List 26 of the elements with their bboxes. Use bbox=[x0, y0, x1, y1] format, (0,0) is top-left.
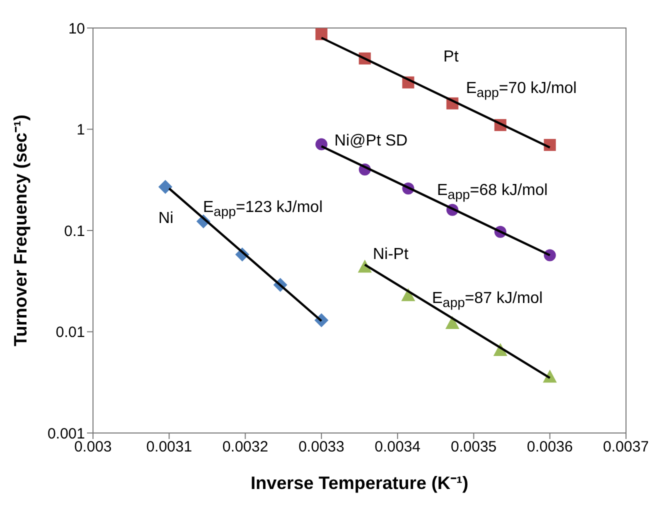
y-tick-label: 0.1 bbox=[64, 222, 85, 240]
x-tick-label: 0.0036 bbox=[526, 438, 573, 456]
annotation: E$_{app}$=70 kJ/mol bbox=[466, 80, 577, 102]
point bbox=[315, 138, 328, 150]
x-tick-label: 0.0033 bbox=[298, 438, 344, 456]
y-axis-title: Turnover Frequency (sec⁻¹) bbox=[10, 114, 30, 346]
y-tick-label: 10 bbox=[68, 20, 85, 38]
annotation: E$_{app}$=123 kJ/mol bbox=[203, 199, 323, 222]
series-label: Ni bbox=[158, 210, 174, 228]
point bbox=[158, 180, 172, 194]
x-tick-label: 0.0034 bbox=[374, 438, 421, 456]
y-tick-label: 1 bbox=[76, 122, 85, 139]
point bbox=[445, 316, 460, 330]
annotation: E$_{app}$=87 kJ/mol bbox=[432, 290, 543, 312]
series-label: Ni-Pt bbox=[372, 246, 409, 263]
x-tick-label: 0.0032 bbox=[222, 438, 268, 456]
point bbox=[544, 138, 556, 151]
x-tick-label: 0.0037 bbox=[603, 438, 649, 456]
y-tick-label: 0.01 bbox=[56, 324, 85, 342]
x-tick-label: 0.0035 bbox=[450, 438, 497, 456]
series-label: Ni@Pt SD bbox=[334, 132, 408, 150]
x-axis-title: Inverse Temperature (K⁻¹) bbox=[250, 473, 468, 493]
annotation: E$_{app}$=68 kJ/mol bbox=[437, 182, 548, 204]
point bbox=[315, 28, 328, 40]
series-label: Pt bbox=[443, 48, 460, 66]
x-tick-label: 0.0031 bbox=[146, 438, 192, 456]
